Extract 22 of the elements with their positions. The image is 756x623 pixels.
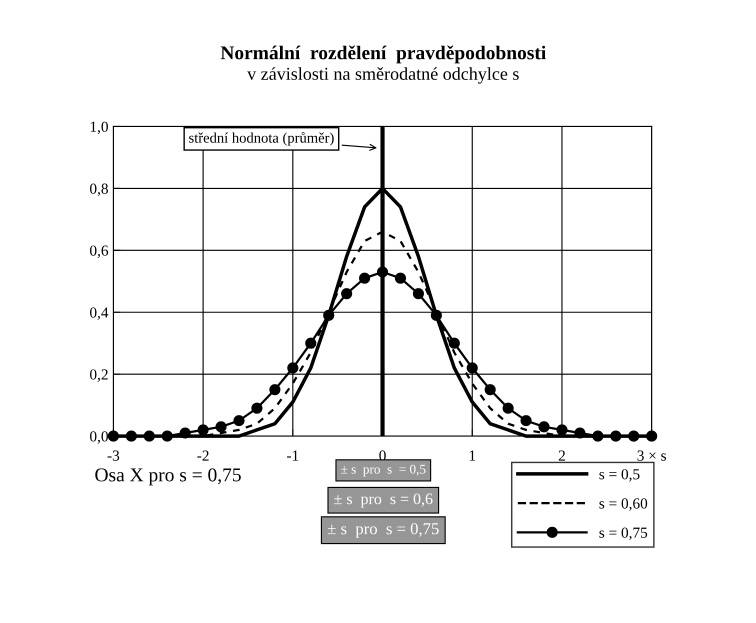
text: ± s pro s = 0,75 bbox=[328, 523, 439, 538]
annotation: střední hodnota (průměr) bbox=[189, 132, 334, 146]
text: ± s pro s = 0,6 bbox=[334, 493, 433, 508]
y-tick-label: 0,6 bbox=[90, 245, 108, 258]
text: ± s pro s = 0,5 bbox=[341, 464, 426, 476]
chart-title: Normální rozdělení pravděpodobnosti bbox=[220, 45, 546, 64]
x-tick-label: -2 bbox=[197, 450, 209, 461]
x-tick-label: 3 × s bbox=[637, 450, 666, 461]
legend-label: s = 0,5 bbox=[599, 469, 640, 482]
y-tick-label: 0,4 bbox=[90, 307, 108, 320]
x-tick-label: 2 bbox=[558, 450, 565, 461]
x-tick-label: -1 bbox=[287, 450, 298, 461]
x-tick-label: 1 bbox=[470, 450, 476, 461]
y-tick-label: 0,0 bbox=[90, 431, 108, 444]
y-tick-label: 0,2 bbox=[90, 369, 108, 382]
y-tick-label: 1,0 bbox=[90, 122, 108, 134]
chart-subtitle: v závislosti na směrodatné odchylce s bbox=[247, 67, 519, 84]
x-tick-label: -3 bbox=[108, 450, 120, 461]
text: Osa X pro s = 0,75 bbox=[95, 468, 241, 486]
legend-label: s = 0,75 bbox=[599, 528, 648, 540]
y-tick-label: 0,8 bbox=[90, 184, 108, 196]
legend-label: s = 0,60 bbox=[599, 498, 648, 511]
